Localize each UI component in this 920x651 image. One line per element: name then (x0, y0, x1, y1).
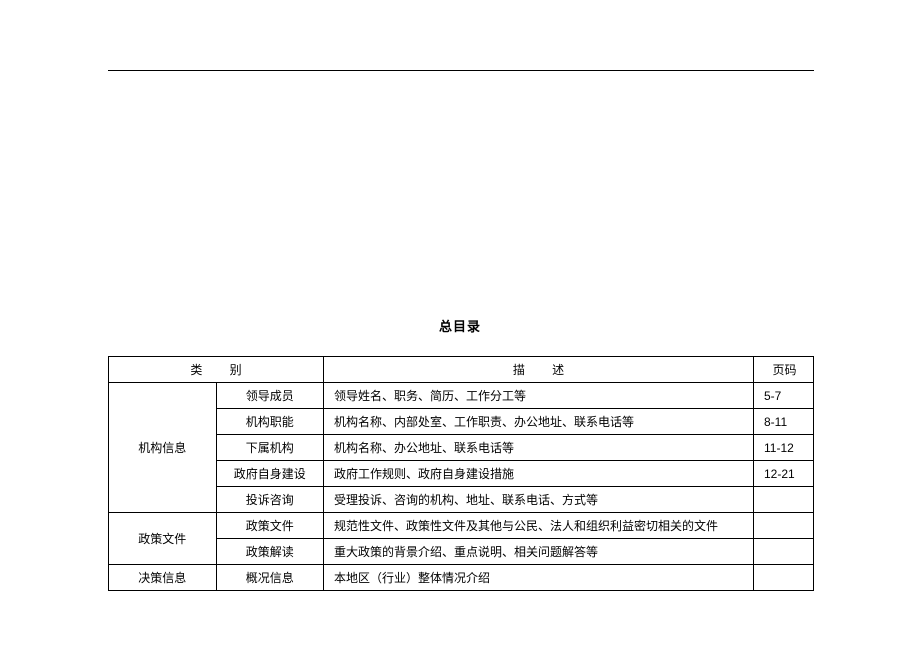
description-cell: 政府工作规则、政府自身建设措施 (324, 461, 754, 487)
toc-table: 类 别 描 述 页码 机构信息领导成员领导姓名、职务、简历、工作分工等5-7机构… (108, 356, 814, 591)
header-description: 描 述 (324, 357, 754, 383)
subcategory-cell: 政策解读 (216, 539, 324, 565)
page-title: 总目录 (0, 316, 920, 335)
table-header-row: 类 别 描 述 页码 (109, 357, 814, 383)
category-cell: 政策文件 (109, 513, 217, 565)
table-row: 政策文件政策文件规范性文件、政策性文件及其他与公民、法人和组织利益密切相关的文件 (109, 513, 814, 539)
page-cell (754, 539, 814, 565)
table-row: 决策信息概况信息本地区（行业）整体情况介绍 (109, 565, 814, 591)
page-cell: 11-12 (754, 435, 814, 461)
subcategory-cell: 领导成员 (216, 383, 324, 409)
description-cell: 机构名称、内部处室、工作职责、办公地址、联系电话等 (324, 409, 754, 435)
page-cell: 12-21 (754, 461, 814, 487)
table-container: 类 别 描 述 页码 机构信息领导成员领导姓名、职务、简历、工作分工等5-7机构… (108, 356, 814, 591)
subcategory-cell: 概况信息 (216, 565, 324, 591)
description-cell: 机构名称、办公地址、联系电话等 (324, 435, 754, 461)
page-cell: 5-7 (754, 383, 814, 409)
subcategory-cell: 投诉咨询 (216, 487, 324, 513)
header-page: 页码 (754, 357, 814, 383)
table-row: 机构信息领导成员领导姓名、职务、简历、工作分工等5-7 (109, 383, 814, 409)
description-cell: 本地区（行业）整体情况介绍 (324, 565, 754, 591)
page-cell: 8-11 (754, 409, 814, 435)
description-cell: 规范性文件、政策性文件及其他与公民、法人和组织利益密切相关的文件 (324, 513, 754, 539)
description-cell: 重大政策的背景介绍、重点说明、相关问题解答等 (324, 539, 754, 565)
subcategory-cell: 政府自身建设 (216, 461, 324, 487)
description-cell: 受理投诉、咨询的机构、地址、联系电话、方式等 (324, 487, 754, 513)
category-cell: 机构信息 (109, 383, 217, 513)
page-cell (754, 513, 814, 539)
subcategory-cell: 下属机构 (216, 435, 324, 461)
subcategory-cell: 政策文件 (216, 513, 324, 539)
subcategory-cell: 机构职能 (216, 409, 324, 435)
header-category: 类 别 (109, 357, 324, 383)
category-cell: 决策信息 (109, 565, 217, 591)
page-cell (754, 565, 814, 591)
horizontal-rule (108, 70, 814, 71)
description-cell: 领导姓名、职务、简历、工作分工等 (324, 383, 754, 409)
page-cell (754, 487, 814, 513)
